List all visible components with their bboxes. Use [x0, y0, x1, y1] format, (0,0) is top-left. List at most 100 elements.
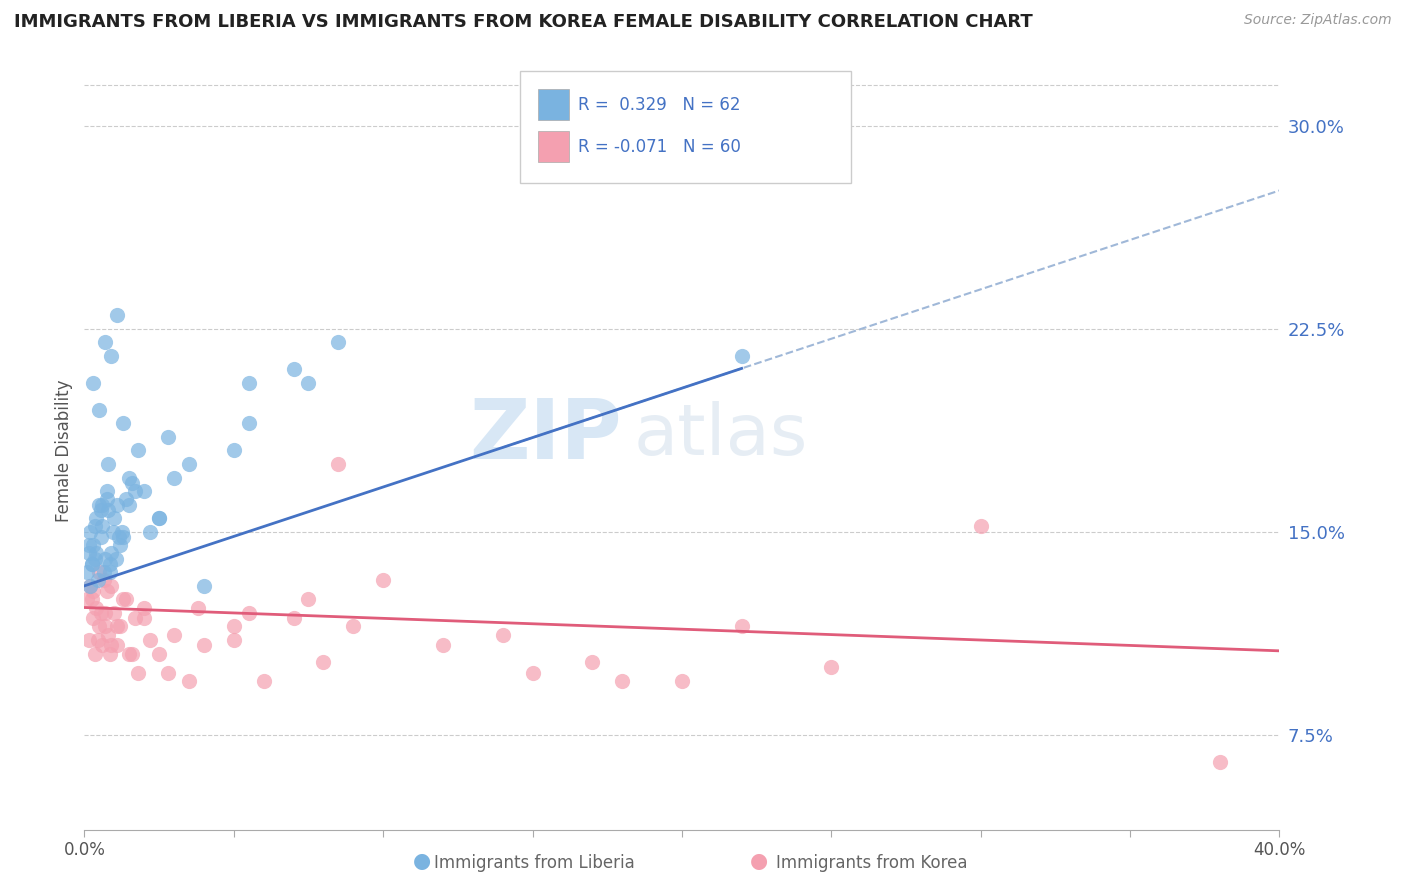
Point: [297, 592, 319, 607]
Point: [91, 519, 114, 533]
Point: [79, 524, 101, 539]
Point: [283, 362, 305, 376]
Y-axis label: Female Disability: Female Disability: [55, 379, 73, 522]
Point: [76, 592, 98, 607]
Point: [177, 457, 200, 471]
Point: [112, 530, 135, 544]
Point: [238, 417, 260, 431]
Point: [1209, 755, 1232, 769]
Point: [94, 606, 117, 620]
Point: [193, 579, 215, 593]
Point: [89, 566, 111, 580]
Point: [297, 376, 319, 390]
Point: [103, 511, 125, 525]
Point: [139, 524, 162, 539]
Point: [83, 519, 105, 533]
Point: [111, 524, 134, 539]
Point: [115, 592, 138, 607]
Point: [94, 551, 117, 566]
Point: [148, 647, 170, 661]
Point: [97, 627, 120, 641]
Text: ZIP: ZIP: [470, 395, 623, 475]
Point: [731, 349, 754, 363]
Point: [820, 660, 842, 674]
Point: [107, 530, 129, 544]
Point: [118, 470, 141, 484]
Point: [970, 519, 993, 533]
Point: [671, 673, 693, 688]
Text: Source: ZipAtlas.com: Source: ZipAtlas.com: [1244, 13, 1392, 28]
Point: [112, 592, 135, 607]
Point: [97, 503, 120, 517]
Point: [124, 611, 146, 625]
Point: [90, 530, 112, 544]
Point: [80, 592, 103, 607]
Point: [91, 498, 114, 512]
Point: [101, 524, 124, 539]
Point: [77, 633, 100, 648]
Point: [90, 606, 112, 620]
Point: [283, 611, 305, 625]
Point: [132, 600, 156, 615]
Point: [80, 557, 103, 572]
Point: [163, 627, 186, 641]
Point: [86, 511, 108, 525]
Point: [187, 600, 209, 615]
Point: [222, 633, 245, 648]
Point: [110, 538, 132, 552]
Point: [98, 566, 121, 580]
Point: [105, 498, 128, 512]
Point: [89, 498, 111, 512]
Point: [432, 639, 454, 653]
Point: [105, 308, 128, 322]
Point: [118, 498, 141, 512]
Point: [157, 665, 180, 680]
Text: ●: ●: [751, 851, 768, 871]
Point: [100, 639, 122, 653]
Point: [94, 619, 117, 633]
Point: [148, 511, 170, 525]
Point: [104, 551, 127, 566]
Text: atlas: atlas: [634, 401, 808, 470]
Point: [96, 492, 118, 507]
Point: [93, 574, 115, 588]
Point: [253, 673, 276, 688]
Text: Immigrants from Korea: Immigrants from Korea: [776, 855, 967, 872]
Point: [163, 470, 186, 484]
Point: [90, 503, 112, 517]
Point: [97, 457, 120, 471]
Point: [121, 647, 143, 661]
Point: [82, 538, 104, 552]
Point: [612, 673, 634, 688]
Point: [87, 633, 110, 648]
Text: Immigrants from Liberia: Immigrants from Liberia: [434, 855, 634, 872]
Point: [103, 606, 125, 620]
Point: [83, 551, 105, 566]
Point: [82, 376, 104, 390]
Point: [118, 647, 141, 661]
Point: [127, 665, 149, 680]
Point: [115, 492, 138, 507]
Point: [127, 443, 149, 458]
Point: [522, 665, 544, 680]
Point: [222, 443, 245, 458]
Point: [492, 627, 515, 641]
Point: [124, 484, 146, 499]
Point: [132, 611, 156, 625]
Point: [139, 633, 162, 648]
Point: [157, 430, 180, 444]
Point: [98, 647, 121, 661]
Point: [91, 639, 114, 653]
Point: [110, 619, 132, 633]
Point: [86, 546, 108, 560]
Text: R = -0.071   N = 60: R = -0.071 N = 60: [578, 138, 741, 156]
Point: [238, 376, 260, 390]
Point: [93, 566, 115, 580]
Point: [87, 574, 110, 588]
Point: [112, 417, 135, 431]
Point: [100, 546, 122, 560]
Text: ●: ●: [413, 851, 430, 871]
Point: [94, 335, 117, 350]
Point: [222, 619, 245, 633]
Point: [238, 606, 260, 620]
